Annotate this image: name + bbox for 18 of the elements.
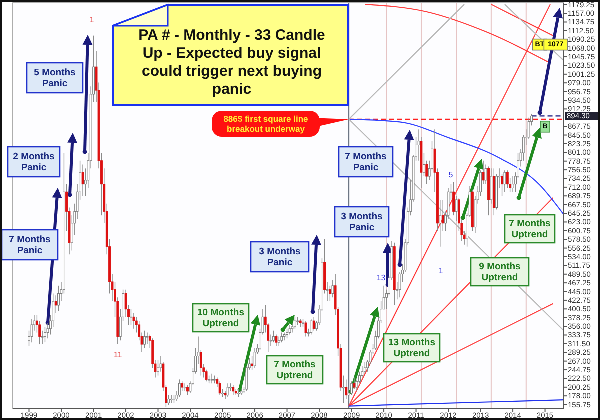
annotation: 7 Months Panic	[9, 234, 51, 256]
annotation: 13 Months Uptrend	[388, 337, 436, 359]
annotation: 5	[448, 170, 454, 180]
annotation: 3 Months Panic	[341, 211, 383, 233]
annotation: 7 Months Uptrend	[274, 359, 316, 381]
annotation: 886$ first square line breakout underway	[224, 114, 309, 134]
annotation: 11	[114, 350, 123, 360]
annotation: 5 Months Panic	[34, 67, 76, 89]
text: PA # - Monthly - 33 Candle Up - Expected buy signal could trigger next buying panic	[138, 26, 326, 98]
annotation: 2 Months Panic	[13, 151, 55, 173]
annotation: 10 Months Uptrend	[198, 307, 244, 329]
annotation: 7 Months Panic	[345, 151, 387, 173]
annotation: 13	[376, 274, 386, 283]
annotation: 1	[90, 16, 95, 24]
annotation: 9 Months Uptrend	[479, 261, 521, 283]
annotation: 1	[438, 266, 444, 276]
annotation: 3 Months Panic	[259, 246, 301, 268]
annotation: 7 Months Uptrend	[509, 218, 551, 240]
